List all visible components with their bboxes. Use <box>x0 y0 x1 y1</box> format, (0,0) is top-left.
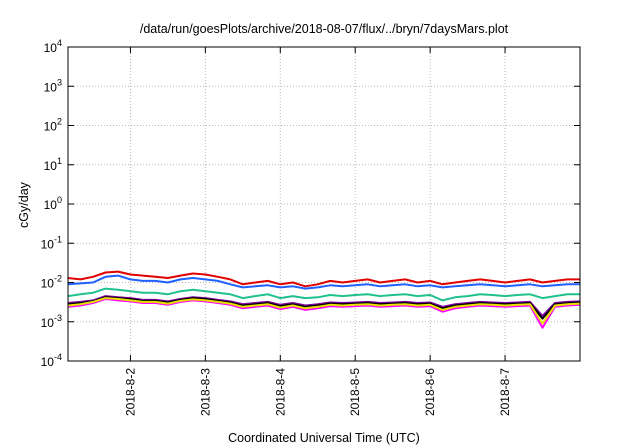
y-tick-exponent: -3 <box>54 313 62 323</box>
y-tick-exponent: 2 <box>57 117 62 127</box>
series-line <box>67 298 581 329</box>
y-tick-exponent: -4 <box>54 352 62 362</box>
x-tick-label: 2018-8-5 <box>348 368 362 416</box>
x-tick-label: 2018-8-3 <box>198 368 212 416</box>
y-tick-base: 10 <box>44 41 58 55</box>
x-axis: 2018-8-2 2018-8-3 2018-8-4 2018-8-5 2018-8-6… <box>123 47 512 416</box>
y-tick-label: 10-1 <box>41 234 62 251</box>
y-tick-exponent: -1 <box>54 234 62 244</box>
y-tick-label: 10-4 <box>41 352 62 369</box>
x-tick-label: 2018-8-7 <box>498 368 512 416</box>
y-tick-exponent: -2 <box>54 274 62 284</box>
y-tick-base: 10 <box>41 277 55 291</box>
y-tick-base: 10 <box>44 198 58 212</box>
series-line <box>67 287 580 302</box>
y-tick-exponent: 0 <box>57 195 62 205</box>
y-tick-base: 10 <box>41 237 55 251</box>
y-tick-label: 10-2 <box>41 274 62 291</box>
series-line <box>67 274 580 290</box>
series-line <box>67 270 580 288</box>
x-axis-title: Coordinated Universal Time (UTC) <box>228 431 420 445</box>
y-tick-label: 104 <box>44 38 62 55</box>
series-line <box>67 297 581 325</box>
y-tick-base: 10 <box>44 120 58 134</box>
y-tick-base: 10 <box>41 316 55 330</box>
y-tick-label: 100 <box>44 195 62 212</box>
x-tick-label: 2018-8-2 <box>123 368 137 416</box>
y-tick-label: 103 <box>44 77 62 94</box>
y-tick-label: 10-3 <box>41 313 62 330</box>
y-tick-exponent: 4 <box>57 38 62 48</box>
grid <box>68 47 580 361</box>
y-tick-label: 102 <box>44 117 62 134</box>
x-tick-label: 2018-8-6 <box>423 368 437 416</box>
y-axis-title: cGy/day <box>17 181 31 228</box>
y-tick-base: 10 <box>44 80 58 94</box>
y-tick-base: 10 <box>44 159 58 173</box>
y-tick-exponent: 1 <box>57 156 62 166</box>
x-tick-label: 2018-8-4 <box>273 368 287 416</box>
y-tick-label: 101 <box>44 156 62 173</box>
chart-title: /data/run/goesPlots/archive/2018-08-07/f… <box>140 22 509 36</box>
y-tick-exponent: 3 <box>57 77 62 87</box>
y-tick-base: 10 <box>41 355 55 369</box>
series-lines <box>67 270 581 329</box>
